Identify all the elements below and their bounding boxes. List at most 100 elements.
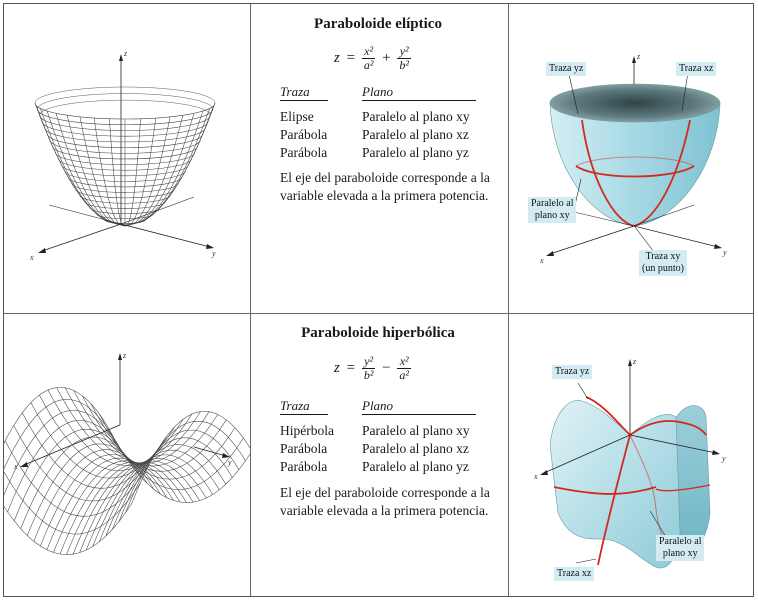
fraction-denominator: b² xyxy=(362,369,376,382)
fraction-numerator: y² xyxy=(362,355,376,369)
y-axis-label: y xyxy=(722,248,727,257)
trace-header: Traza xyxy=(280,398,328,415)
elliptic-shaded-svg: z y x xyxy=(506,4,754,312)
callout-traza-xy: Traza xy (un punto) xyxy=(639,250,687,276)
fraction-numerator: x² xyxy=(397,355,411,369)
z-axis-arrow xyxy=(119,54,123,61)
plane-cell: Paralelo al plano yz xyxy=(362,145,469,161)
x-axis-label: x xyxy=(13,462,18,471)
z-axis-label: z xyxy=(122,351,127,360)
callout-leader xyxy=(576,559,596,563)
mesh-line xyxy=(65,388,209,464)
callout-line: Paralelo al xyxy=(659,536,701,548)
wireframe-axes-back xyxy=(119,54,123,224)
elliptic-description: Paraboloide elíptico z = x² a² + y² b² Tra… xyxy=(251,4,505,312)
axis-note: El eje del paraboloide corresponde a la … xyxy=(280,169,502,205)
mesh-line xyxy=(4,399,115,491)
trace-cell: Parábola xyxy=(280,459,327,475)
callout-line: plano xy xyxy=(531,210,573,222)
x-axis-arrow xyxy=(546,251,554,256)
mesh-line xyxy=(94,118,125,226)
equation-lhs: z xyxy=(334,360,340,376)
mesh-line xyxy=(37,94,212,110)
trace-header: Traza xyxy=(280,84,328,101)
y-axis xyxy=(634,226,718,247)
callout-paralelo-xy: Paralelo al plano xy xyxy=(528,197,576,223)
x-axis-arrow xyxy=(20,462,28,467)
axis-note: El eje del paraboloide corresponde a la … xyxy=(280,484,502,520)
x-axis-label: x xyxy=(533,472,538,481)
mesh-line xyxy=(40,100,211,115)
y-axis-arrow xyxy=(714,244,722,249)
callout-leader xyxy=(635,227,654,252)
x-axis-arrow xyxy=(540,470,548,475)
equation-fraction: x² a² xyxy=(397,355,411,382)
callout-leader xyxy=(578,383,588,399)
hyperbolic-wireframe-plot: z y x xyxy=(4,313,250,597)
trace-cell: Hipérbola xyxy=(280,423,334,439)
x-axis xyxy=(42,224,121,251)
callout-line: Traza xy xyxy=(642,251,684,263)
fraction-numerator: y² xyxy=(397,45,411,59)
y-axis-label: y xyxy=(211,249,216,258)
y-axis-label: y xyxy=(721,454,726,463)
hyperbolic-shaded-plot: z y x Traza yz Traza xz Paralelo al plan… xyxy=(506,313,754,597)
y-axis xyxy=(194,447,226,456)
z-axis-arrow xyxy=(628,359,632,366)
elliptic-wireframe-svg: z y x xyxy=(4,4,250,312)
trace-cell: Parábola xyxy=(280,441,327,457)
trace-cell: Elipse xyxy=(280,109,314,125)
plane-cell: Paralelo al plano xz xyxy=(362,441,469,457)
fraction-denominator: a² xyxy=(362,59,376,72)
plane-header: Plano xyxy=(362,84,476,101)
z-axis-arrow xyxy=(118,353,122,360)
y-axis-arrow xyxy=(712,450,720,455)
plane-cell: Paralelo al plano xz xyxy=(362,127,469,143)
mesh-line xyxy=(125,118,156,226)
mesh-line xyxy=(126,421,246,513)
hyperbolic-wireframe-svg: z y x xyxy=(4,313,250,597)
callout-traza-yz: Traza yz xyxy=(552,365,592,379)
y-axis xyxy=(121,224,210,247)
mesh-line xyxy=(74,390,218,466)
equation-fraction: x² a² xyxy=(362,45,376,72)
trace-cell: Parábola xyxy=(280,145,327,161)
mesh-line xyxy=(47,458,167,550)
plane-header: Plano xyxy=(362,398,476,415)
z-axis-arrow xyxy=(632,56,636,63)
equation-fraction: y² b² xyxy=(362,355,376,382)
callout-traza-yz: Traza yz xyxy=(546,62,586,76)
surface-equation: z = x² a² + y² b² xyxy=(334,45,411,72)
mesh-line xyxy=(119,430,239,521)
x-axis-arrow xyxy=(38,248,46,253)
equation-fraction: y² b² xyxy=(397,45,411,72)
surface-equation: z = y² b² − x² a² xyxy=(334,355,411,382)
x-axis-label: x xyxy=(539,256,544,265)
callout-line: Paralelo al xyxy=(531,198,573,210)
mesh-line xyxy=(35,87,215,103)
z-axis-label: z xyxy=(636,52,641,61)
x-axis-label: x xyxy=(29,253,34,262)
equation-operator: − xyxy=(379,360,393,376)
hyperbolic-description: Paraboloide hiperbólica z = y² b² − x² a² … xyxy=(251,313,505,597)
elliptic-shaded-plot: z y x Traza yz Traza xz Paralelo al plan… xyxy=(506,4,754,312)
mesh-line xyxy=(82,396,226,472)
fraction-numerator: x² xyxy=(362,45,376,59)
trace-cell: Parábola xyxy=(280,127,327,143)
hyperbolic-wireframe-surface xyxy=(4,387,250,554)
surface-title: Paraboloide hiperbólica xyxy=(251,325,505,342)
elliptic-wireframe-surface xyxy=(35,87,215,226)
equation-operator: + xyxy=(379,50,393,66)
fraction-denominator: a² xyxy=(397,369,411,382)
plane-cell: Paralelo al plano xy xyxy=(362,109,470,125)
callout-line: plano xy xyxy=(659,548,701,560)
z-axis-label: z xyxy=(123,49,128,58)
mesh-line xyxy=(35,103,215,119)
elliptic-wireframe-plot: z y x xyxy=(4,4,250,312)
equation-equals: = xyxy=(344,360,358,376)
callout-line: (un punto) xyxy=(642,263,684,275)
plane-cell: Paralelo al plano yz xyxy=(362,459,469,475)
x-axis xyxy=(550,226,634,254)
callout-traza-xz: Traza xz xyxy=(554,567,594,581)
